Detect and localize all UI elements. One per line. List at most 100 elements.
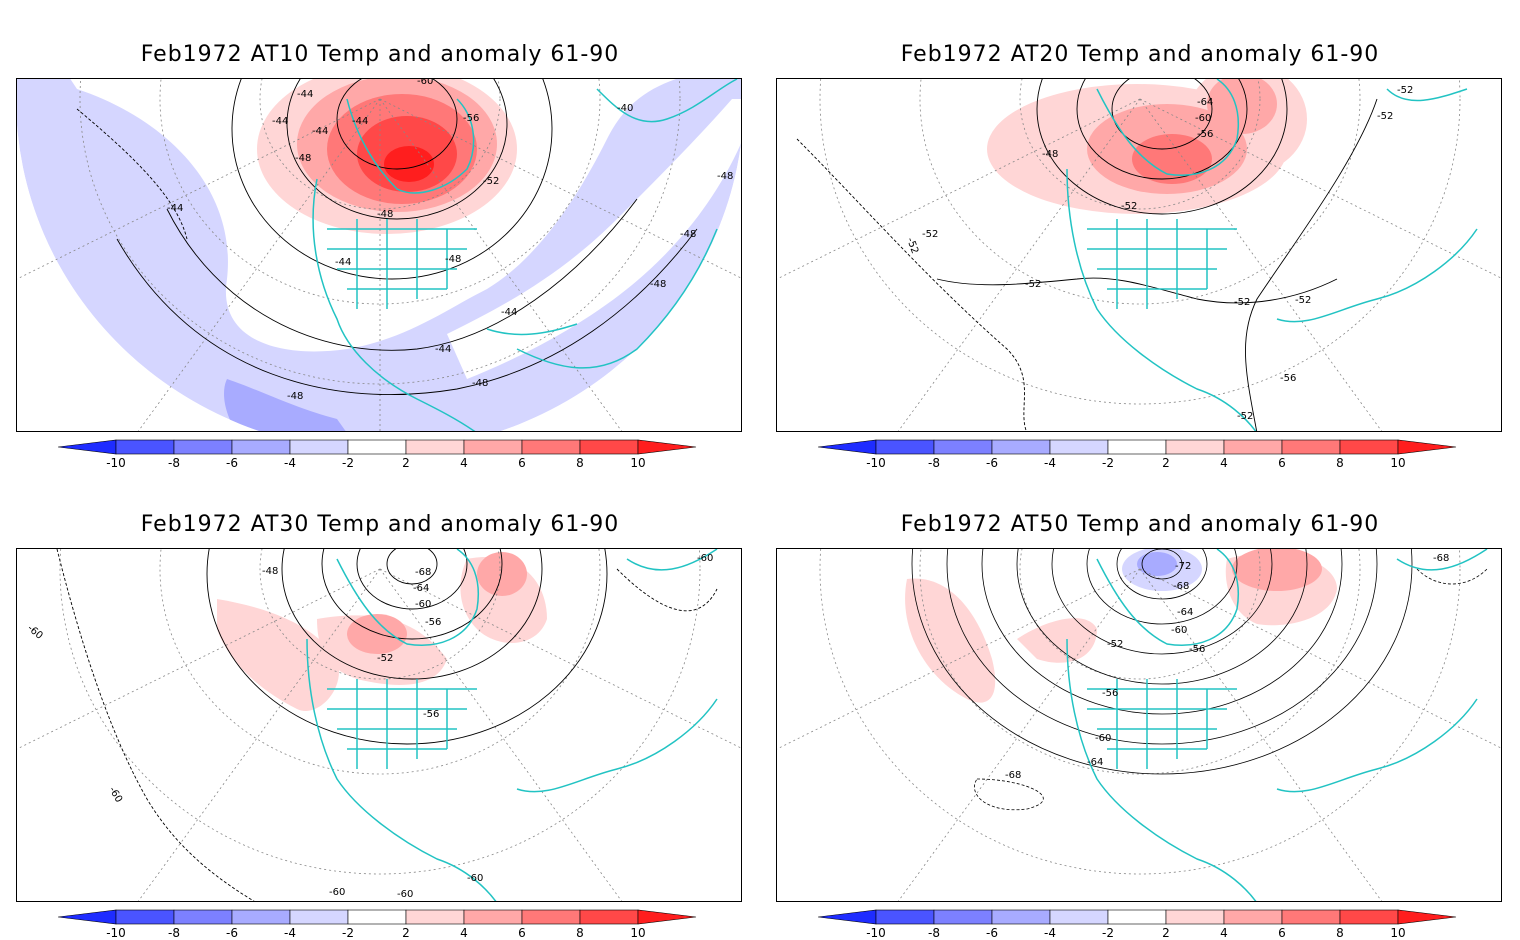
colorbar-swatch bbox=[1339, 439, 1399, 455]
contour-labels: -52 -52 -48 -52 -52 -52 -52 -56 -60 -64 … bbox=[904, 85, 1413, 422]
colorbar-swatch bbox=[933, 909, 993, 925]
colorbar-swatch bbox=[1281, 439, 1341, 455]
contour-label: -52 bbox=[1237, 411, 1253, 422]
contour-label: -68 bbox=[1173, 581, 1189, 592]
colorbar-swatch bbox=[521, 909, 581, 925]
contour-label: -60 bbox=[697, 553, 713, 564]
colorbar-swatch bbox=[1049, 909, 1109, 925]
colorbar-tick-label: -8 bbox=[168, 926, 180, 940]
contour-label: -56 bbox=[1189, 644, 1205, 655]
colorbar-arrow-high bbox=[637, 909, 697, 925]
colorbar-tick-label: -2 bbox=[342, 456, 354, 470]
contour-label: -48 bbox=[377, 209, 393, 220]
contour-label: -44 bbox=[352, 116, 368, 127]
colorbar-arrow-high bbox=[1397, 439, 1457, 455]
colorbar-arrow-high bbox=[1397, 909, 1457, 925]
contour-label: -48 bbox=[680, 229, 696, 240]
anomaly-fill-neg4 bbox=[1137, 552, 1177, 576]
contour-label: -52 bbox=[1025, 279, 1041, 290]
contour-label: -56 bbox=[423, 709, 439, 720]
colorbar-tick-label: 8 bbox=[576, 926, 584, 940]
colorbar-swatch bbox=[875, 439, 935, 455]
contour-label: -44 bbox=[272, 116, 288, 127]
temperature-contours bbox=[56, 549, 718, 901]
contour-label: -48 bbox=[445, 254, 461, 265]
colorbar-tick-label: 6 bbox=[518, 456, 526, 470]
contour-label: -40 bbox=[617, 103, 633, 114]
contour-label: -68 bbox=[1433, 553, 1449, 564]
contour-label: -52 bbox=[1121, 201, 1137, 212]
contour-labels: -48 -68 -64 -60 -56 -52 -56 -60 -60 -60 … bbox=[25, 553, 713, 900]
colorbar-swatch bbox=[347, 439, 407, 455]
anomaly-fill-pos4-b bbox=[477, 552, 527, 596]
panel-title: Feb1972 AT10 Temp and anomaly 61-90 bbox=[140, 42, 620, 67]
contour-label: -52 bbox=[1397, 85, 1413, 96]
colorbar: -10 -8 -6 -4 -2 2 4 6 8 10 bbox=[58, 909, 697, 940]
colorbar-swatch bbox=[1049, 439, 1109, 455]
colorbar-swatch bbox=[1281, 909, 1341, 925]
contour-label: -60 bbox=[417, 79, 433, 87]
contour-label: -48 bbox=[262, 566, 278, 577]
colorbar-tick-label: -8 bbox=[928, 456, 940, 470]
contour-label: -64 bbox=[1177, 607, 1193, 618]
anomaly-fill-pos2-b bbox=[1017, 618, 1097, 663]
colorbar-tick-label: 10 bbox=[630, 926, 645, 940]
colorbar-tick-label: -10 bbox=[866, 456, 886, 470]
colorbar-arrow-low bbox=[818, 909, 877, 925]
anomaly-fill-pos4 bbox=[1232, 549, 1322, 591]
colorbar-tick-label: -2 bbox=[1102, 926, 1114, 940]
colorbar-swatch bbox=[405, 909, 465, 925]
coastlines bbox=[1066, 549, 1488, 901]
contour-label: -60 bbox=[1195, 113, 1211, 124]
colorbar-tick-label: -6 bbox=[226, 456, 238, 470]
anomaly-fill-pos4 bbox=[347, 614, 407, 654]
map-frame: -52 -52 -48 -52 -52 -52 -52 -56 -60 -64 … bbox=[776, 78, 1502, 432]
panel-at20: Feb1972 AT20 Temp and anomaly 61-90 bbox=[760, 0, 1520, 470]
contour-label: -72 bbox=[1175, 561, 1191, 572]
contour-label: -44 bbox=[335, 257, 351, 268]
anomaly-fill-pos10 bbox=[384, 146, 434, 182]
map-at10: -44 -44 -44 -44 -48 -48 -48 -48 -48 -48 … bbox=[17, 79, 741, 431]
temperature-contours bbox=[911, 549, 1488, 811]
contour-label: -56 bbox=[1102, 688, 1118, 699]
contour-labels: -44 -44 -44 -44 -48 -48 -48 -48 -48 -48 … bbox=[167, 79, 733, 402]
colorbar-arrow-high bbox=[637, 439, 697, 455]
colorbar-swatch bbox=[289, 909, 349, 925]
contour-label: -52 bbox=[1377, 111, 1393, 122]
contour-label: -52 bbox=[904, 236, 920, 255]
panel-at50: Feb1972 AT50 Temp and anomaly 61-90 bbox=[760, 470, 1520, 940]
map-frame: -44 -44 -44 -44 -48 -48 -48 -48 -48 -48 … bbox=[16, 78, 742, 432]
colorbar-tick-label: -10 bbox=[106, 926, 126, 940]
temperature-contours bbox=[796, 79, 1378, 431]
colorbar-swatch bbox=[933, 439, 993, 455]
colorbar-swatch bbox=[991, 439, 1051, 455]
colorbar-tick-label: -6 bbox=[986, 926, 998, 940]
panel-title: Feb1972 AT30 Temp and anomaly 61-90 bbox=[140, 512, 620, 537]
colorbar-swatch bbox=[1107, 439, 1167, 455]
colorbar-arrow-low bbox=[58, 439, 117, 455]
colorbar-tick-label: 8 bbox=[576, 456, 584, 470]
map-frame: -72 -68 -64 -60 -56 -52 -56 -60 -64 -68 … bbox=[776, 548, 1502, 902]
map-at50: -72 -68 -64 -60 -56 -52 -56 -60 -64 -68 … bbox=[777, 549, 1501, 901]
contour-label: -60 bbox=[329, 887, 345, 898]
colorbar-tick-label: -4 bbox=[284, 926, 296, 940]
anomaly-fill-pos2 bbox=[905, 578, 996, 703]
contour-label: -52 bbox=[1107, 639, 1123, 650]
colorbar-swatch bbox=[1165, 909, 1225, 925]
colorbar-tick-label: -4 bbox=[1044, 926, 1056, 940]
anomaly-fill-neg4 bbox=[224, 379, 347, 431]
colorbar-swatch bbox=[289, 439, 349, 455]
colorbar: -10 -8 -6 -4 -2 2 4 6 8 10 bbox=[818, 439, 1457, 470]
contour-label: -44 bbox=[435, 344, 451, 355]
colorbar-swatch bbox=[991, 909, 1051, 925]
contour-label: -48 bbox=[717, 171, 733, 182]
contour-label: -56 bbox=[425, 617, 441, 628]
colorbar-arrow-low bbox=[818, 439, 877, 455]
contour-label: -60 bbox=[397, 889, 413, 900]
colorbar: -10 -8 -6 -4 -2 2 4 6 8 10 bbox=[58, 439, 697, 470]
colorbar-swatch bbox=[173, 439, 233, 455]
colorbar-swatch bbox=[1339, 909, 1399, 925]
colorbar-tick-label: -10 bbox=[866, 926, 886, 940]
colorbar-tick-label: 6 bbox=[1278, 926, 1286, 940]
colorbar-tick-label: -2 bbox=[1102, 456, 1114, 470]
